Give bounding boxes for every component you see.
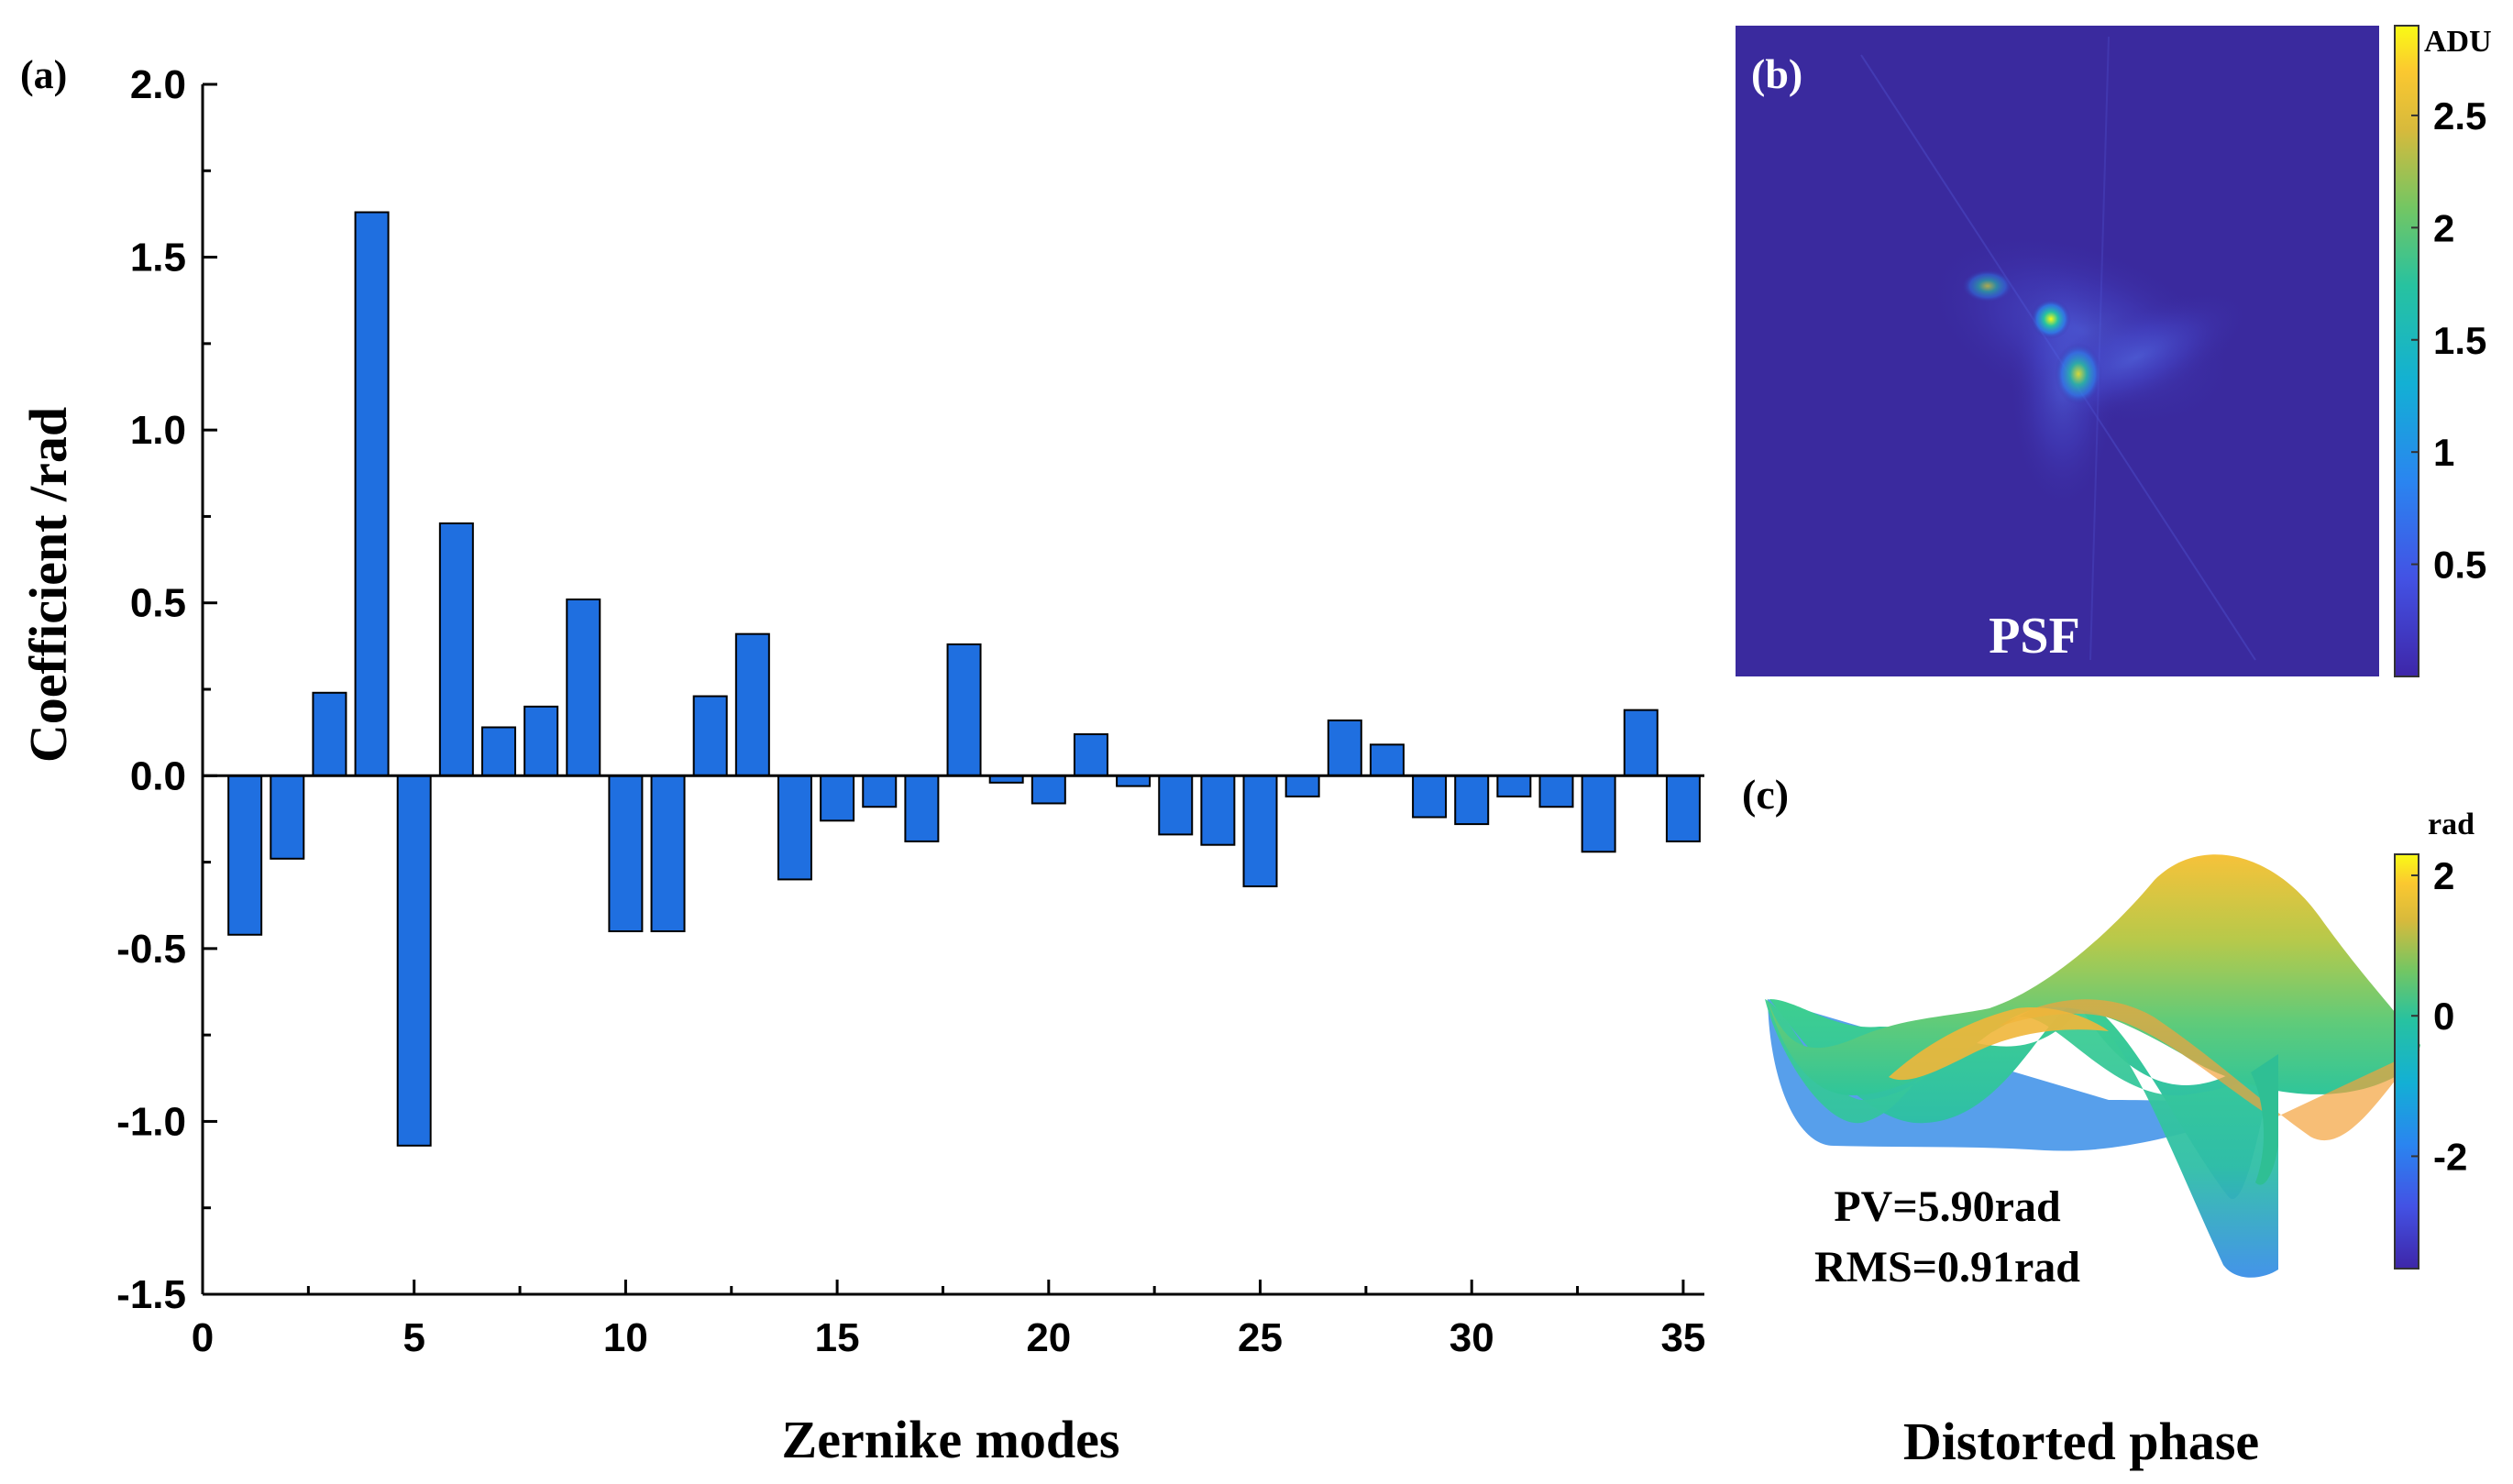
bar [566,598,601,777]
bar [777,775,812,881]
bar [946,643,982,777]
y-tick-label: 2.0 [130,62,186,107]
bar [1073,733,1108,777]
panel-b-label: (b) [1751,50,1802,97]
y-tick-label: -1.5 [116,1272,186,1317]
phase-surface [1765,854,2420,1278]
bar [1369,743,1405,777]
colorbar-tick-label: 2 [2433,206,2454,249]
panel-c-label: (c) [1742,771,1789,818]
x-tick-label: 5 [402,1315,424,1360]
colorbar-tick-label: 2 [2433,854,2454,897]
psf-image [1736,26,2379,676]
x-tick-label: 25 [1238,1315,1283,1360]
pv-text: PV=5.90rad [1834,1182,2061,1231]
bar [1665,775,1701,842]
bar [396,775,432,1147]
bar [480,726,516,777]
y-tick-label: 0.0 [130,753,186,798]
bar [862,775,898,808]
phase-colorbar-unit: rad [2428,808,2474,841]
y-tick-label: -1.0 [116,1099,186,1144]
bar [692,695,728,777]
bar [650,775,686,932]
bar [1412,775,1448,819]
bar [270,775,305,860]
bar [1496,775,1532,797]
colorbar-tick-label: -2 [2433,1135,2467,1178]
x-tick-label: 20 [1026,1315,1071,1360]
psf-colorbar-unit: ADU [2424,25,2492,59]
colorbar-tick-label: 2.5 [2433,94,2486,137]
bar-chart: 2.0 1.5 1.0 0.5 0.0 -0.5 -1.0 -1.50 5 10 15 20 25 30 3… [116,62,1705,1360]
bar [1200,775,1236,846]
x-tick-label: 35 [1660,1315,1705,1360]
bar [1242,775,1278,887]
bar [1327,719,1362,777]
bar [1116,775,1152,787]
bar [524,705,559,777]
phase-colorbar: 2 0 -2 [2394,853,2467,1270]
bar [1538,775,1574,808]
colorbar-tick-label: 1 [2433,431,2454,474]
colorbar-tick-label: 1.5 [2433,319,2486,362]
bar [1623,709,1659,777]
panel-a-label: (a) [20,52,67,97]
bar [734,632,770,777]
x-tick-label: 30 [1449,1315,1494,1360]
bar [820,775,855,822]
bar [1284,775,1320,797]
y-tick-label: 0.5 [130,581,186,626]
colorbar-tick-label: 0.5 [2433,544,2486,587]
x-tick-label: 0 [192,1315,214,1360]
bar [904,775,940,842]
bar [354,211,390,777]
psf-colorbar: 2.5 2 1.5 1 0.5 [2394,25,2486,677]
bar [608,775,644,932]
bar [1581,775,1616,853]
x-tick-label: 10 [603,1315,648,1360]
x-tick-label: 15 [815,1315,860,1360]
rms-text: RMS=0.91rad [1814,1243,2080,1292]
colorbar-tick-label: 0 [2433,995,2454,1038]
bar [438,522,474,777]
bar [312,691,347,777]
bar [1031,775,1066,805]
bar [227,775,263,936]
bar [1454,775,1490,826]
bar [1158,775,1194,836]
y-tick-label: 1.5 [130,236,186,280]
y-tick-label: 1.0 [130,408,186,453]
y-tick-label: -0.5 [116,927,186,972]
x-axis-title: Zernike modes [782,1410,1120,1469]
y-axis-title: Coefficient /rad [18,407,78,763]
phase-caption: Distorted phase [1903,1412,2259,1471]
psf-caption: PSF [1989,608,2080,665]
